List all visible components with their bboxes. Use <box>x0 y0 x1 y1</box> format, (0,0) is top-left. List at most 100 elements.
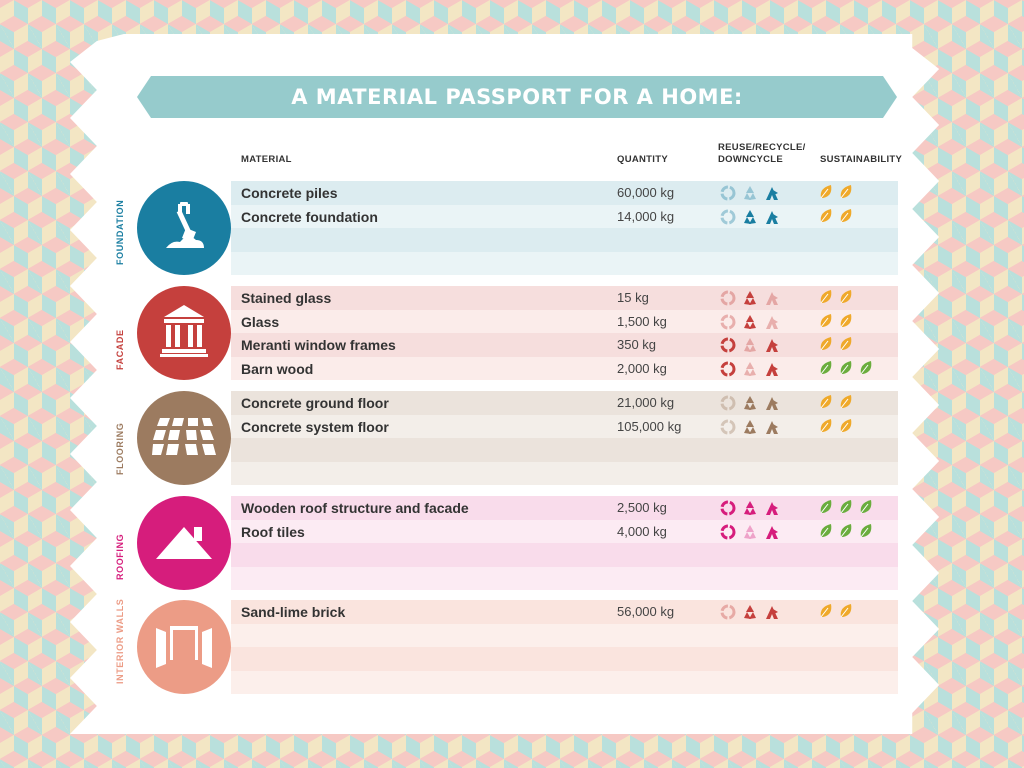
material-quantity: 4,000 kg <box>617 523 667 539</box>
leaf-icon <box>839 394 853 415</box>
recycle-rating <box>719 360 781 383</box>
downcycle-icon <box>763 603 781 626</box>
material-name: Meranti window frames <box>241 337 396 353</box>
material-name: Sand-lime brick <box>241 604 346 620</box>
section-rows: Sand-lime brick 56,000 kg <box>231 600 898 694</box>
reuse-icon <box>719 603 737 626</box>
material-name: Stained glass <box>241 290 332 306</box>
table-row <box>231 566 898 590</box>
leaf-icon <box>859 523 873 544</box>
table-row <box>231 461 898 485</box>
leaf-icon <box>839 499 853 520</box>
column-header-quantity: QUANTITY <box>617 154 668 165</box>
leaf-icon <box>819 360 833 381</box>
downcycle-icon <box>763 523 781 546</box>
section-badge <box>137 286 231 380</box>
reuse-icon <box>719 523 737 546</box>
recycle-icon <box>741 336 759 359</box>
reuse-icon <box>719 336 737 359</box>
section-label: FLOORING <box>115 422 125 475</box>
material-name: Concrete system floor <box>241 418 389 435</box>
section-roofing: ROOFING Wooden roof structure and facade 2… <box>115 496 898 590</box>
column-header-recycle-line2: DOWNCYCLE <box>718 154 783 165</box>
recycle-icon <box>741 360 759 383</box>
downcycle-icon <box>763 313 781 336</box>
leaf-icon <box>839 418 853 439</box>
section-rows: Concrete piles 60,000 kg Concrete foundati… <box>231 181 898 275</box>
recycle-rating <box>719 184 781 207</box>
column-header-recycle-line1: REUSE/RECYCLE/ <box>718 142 806 153</box>
leaf-icon <box>819 184 833 205</box>
recycle-rating <box>719 523 781 546</box>
recycle-icon <box>741 184 759 207</box>
material-name: Wooden roof structure and facade <box>241 500 469 516</box>
recycle-rating <box>719 208 781 231</box>
material-quantity: 56,000 kg <box>617 604 675 619</box>
page-title: A MATERIAL PASSPORT FOR A HOME: <box>291 85 743 109</box>
recycle-icon <box>741 523 759 546</box>
table-row: Wooden roof structure and facade 2,500 kg <box>231 496 898 520</box>
section-label: FOUNDATION <box>115 199 125 265</box>
building-icon <box>154 301 214 366</box>
table-row <box>231 543 898 567</box>
material-name: Concrete piles <box>241 185 338 201</box>
leaf-icon <box>839 289 853 310</box>
table-row: Barn wood 2,000 kg <box>231 356 898 383</box>
table-row <box>231 623 898 647</box>
column-header-material: MATERIAL <box>241 154 292 165</box>
sustainability-rating <box>819 499 873 520</box>
material-quantity: 2,000 kg <box>617 360 667 376</box>
table-row: Roof tiles 4,000 kg <box>231 519 898 546</box>
section-label: FACADE <box>115 329 125 370</box>
material-quantity: 105,000 kg <box>617 418 682 434</box>
leaf-icon <box>839 313 853 334</box>
sustainability-rating <box>819 313 853 334</box>
downcycle-icon <box>763 394 781 417</box>
leaf-icon <box>839 603 853 624</box>
leaf-icon <box>839 208 853 229</box>
column-header-sustainability: SUSTAINABILITY <box>820 154 903 165</box>
table-row: Stained glass 15 kg <box>231 286 898 310</box>
sustainability-rating <box>819 184 853 205</box>
sustainability-rating <box>819 360 873 381</box>
recycle-icon <box>741 313 759 336</box>
material-quantity: 60,000 kg <box>617 185 675 200</box>
recycle-icon <box>741 499 759 522</box>
section-facade: FACADE Stained glass 15 kg Glass 1,500 kg Mer… <box>115 286 898 380</box>
interior-walls-icon <box>152 620 216 675</box>
title-banner: A MATERIAL PASSPORT FOR A HOME: <box>137 76 897 118</box>
leaf-icon <box>839 523 853 544</box>
table-row: Concrete system floor 105,000 kg <box>231 414 898 441</box>
section-interior-walls: INTERIOR WALLS Sand-lime brick 56,000 kg <box>115 598 898 694</box>
material-name: Barn wood <box>241 360 314 377</box>
recycle-icon <box>741 289 759 312</box>
leaf-icon <box>819 603 833 624</box>
material-quantity: 21,000 kg <box>617 395 675 410</box>
recycle-rating <box>719 336 781 359</box>
roof-icon <box>152 519 216 568</box>
leaf-icon <box>819 394 833 415</box>
recycle-rating <box>719 603 781 626</box>
leaf-icon <box>839 184 853 205</box>
column-header-recycle: REUSE/RECYCLE/ DOWNCYCLE <box>718 142 806 166</box>
leaf-icon <box>819 418 833 439</box>
sustainability-rating <box>819 603 853 624</box>
downcycle-icon <box>763 184 781 207</box>
reuse-icon <box>719 418 737 441</box>
leaf-icon <box>819 289 833 310</box>
shovel-icon <box>156 198 212 259</box>
section-foundation: FOUNDATION Concrete piles 60,000 kg Concret… <box>115 181 898 275</box>
reuse-icon <box>719 394 737 417</box>
reuse-icon <box>719 184 737 207</box>
section-label: INTERIOR WALLS <box>115 598 125 684</box>
table-row <box>231 438 898 462</box>
recycle-icon <box>741 394 759 417</box>
section-flooring: FLOORING Concrete ground floor 21,000 kg Co… <box>115 391 898 485</box>
section-rows: Stained glass 15 kg Glass 1,500 kg Meranti w… <box>231 286 898 380</box>
recycle-icon <box>741 418 759 441</box>
floor-tiles-icon <box>152 414 216 463</box>
recycle-rating <box>719 289 781 312</box>
downcycle-icon <box>763 208 781 231</box>
material-name: Concrete ground floor <box>241 395 389 411</box>
material-quantity: 350 kg <box>617 337 657 352</box>
